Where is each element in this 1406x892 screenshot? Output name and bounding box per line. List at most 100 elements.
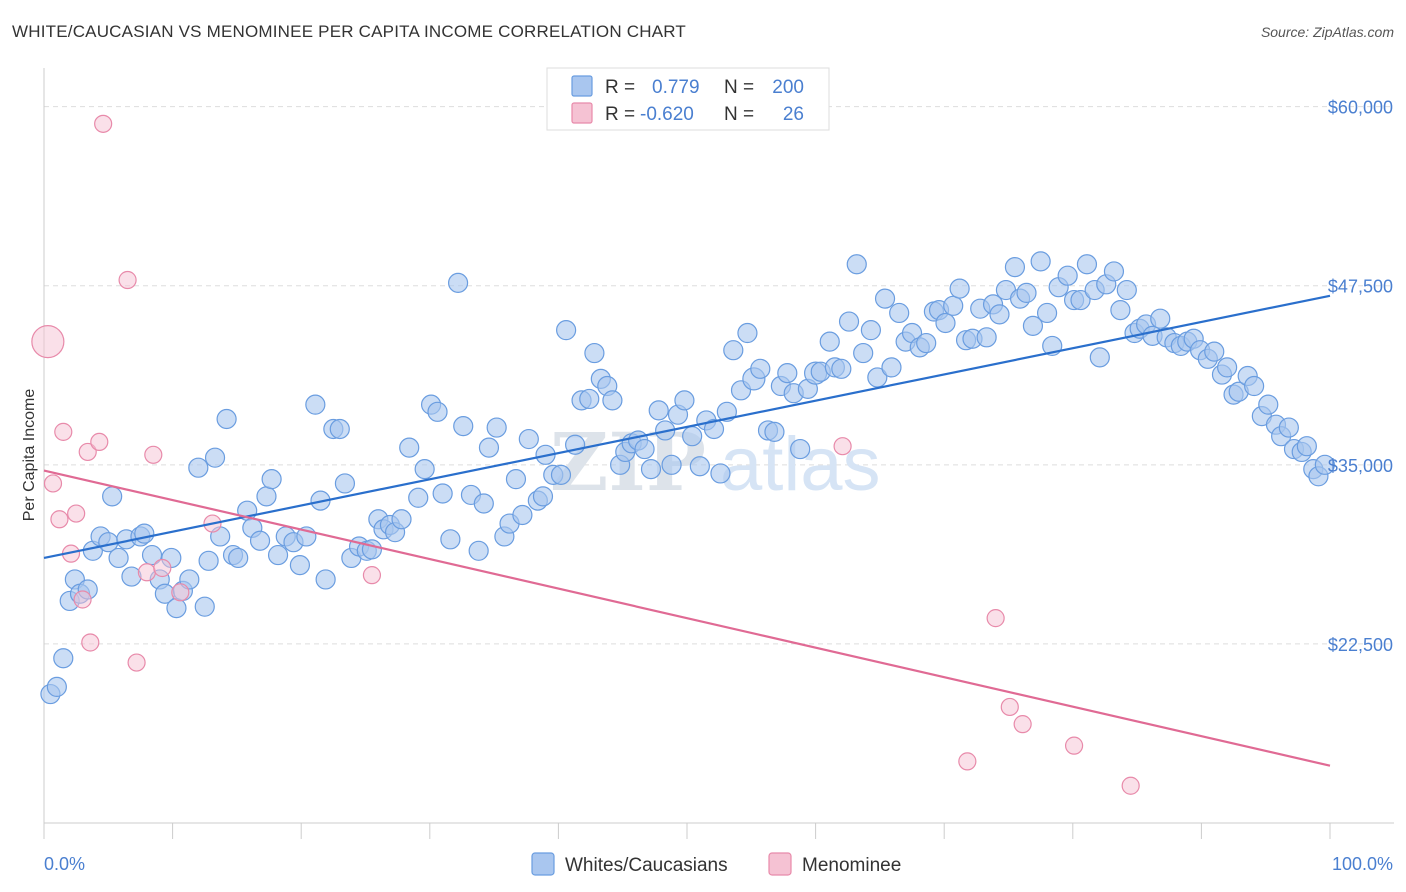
menominee-point (362, 566, 382, 585)
whites-point (1150, 308, 1171, 329)
legend: R = 0.779 N = 200 R = -0.620 N = 26 (546, 67, 830, 131)
menominee-point (1013, 715, 1032, 734)
whites-point (1076, 254, 1098, 275)
whites-point (249, 530, 271, 551)
trend-line-whites (43, 294, 1331, 560)
menominee-point (81, 633, 100, 652)
whites-point (1296, 436, 1317, 457)
menominee-point (43, 474, 63, 493)
whites-point (505, 469, 527, 490)
x-ticks (43, 823, 1331, 839)
whites-point (881, 357, 902, 378)
whites-point (305, 394, 326, 415)
menominee-point (1064, 736, 1084, 755)
whites-point (838, 311, 860, 332)
whites-point (1036, 302, 1058, 324)
whites-point (556, 320, 577, 341)
whites-point (723, 340, 744, 361)
legend-n-label-1: N = (724, 104, 754, 125)
y-axis-label: Per Capita Income (21, 389, 38, 522)
whites-point (1016, 282, 1037, 304)
whites-point (550, 464, 572, 485)
whites-point (228, 547, 249, 569)
whites-point (361, 539, 383, 560)
whites-point (976, 327, 997, 348)
menominee-point (986, 609, 1005, 628)
whites-point (391, 509, 412, 530)
chart-title: WHITE/CAUCASIAN VS MENOMINEE PER CAPITA … (12, 22, 686, 41)
whites-point (916, 332, 937, 354)
y-tick-label: $60,000 (1328, 98, 1393, 118)
menominee-point (50, 510, 69, 529)
whites-point (1244, 375, 1265, 397)
x-tick-labels: 0.0% 100.0% (44, 854, 1393, 874)
whites-point (634, 438, 655, 460)
whites-point (935, 312, 956, 334)
whites-point (874, 288, 896, 309)
whites-point (1022, 315, 1044, 336)
legend-r-label-1: R = (605, 104, 635, 125)
bottom-legend: Whites/Caucasians Menominee (531, 852, 901, 876)
whites-point (334, 473, 356, 494)
menominee-point (127, 653, 146, 672)
legend-n-value-0: 200 (772, 77, 804, 98)
whites-point (1057, 265, 1078, 286)
whites-point (216, 408, 237, 430)
legend-box (546, 67, 830, 131)
whites-point (134, 523, 155, 544)
menominee-point (137, 563, 156, 582)
legend-swatch-pink (571, 102, 593, 124)
menominee-point (118, 270, 137, 290)
trend-lines (43, 294, 1331, 767)
whites-point (179, 569, 200, 590)
whites-point (188, 457, 209, 478)
whites-point (661, 454, 682, 475)
whites-point (267, 544, 289, 566)
series-menominee-points (31, 114, 1140, 795)
x-tick-label-max: 100.0% (1332, 854, 1393, 874)
whites-point (860, 320, 881, 341)
whites-point (315, 569, 336, 590)
whites-point (716, 401, 737, 422)
menominee-point (833, 437, 852, 456)
whites-point (473, 493, 494, 514)
watermark-atlas: atlas (720, 422, 881, 507)
whites-point (486, 417, 507, 438)
whites-point (1258, 394, 1279, 415)
menominee-point (73, 590, 92, 609)
whites-point (584, 342, 605, 364)
series-whites-points (40, 251, 1335, 705)
menominee-point (958, 752, 977, 771)
whites-point (289, 555, 311, 576)
whites-point (478, 437, 500, 458)
legend-swatch-blue (571, 75, 593, 97)
menominee-point (94, 114, 113, 133)
whites-point (579, 388, 600, 410)
trend-line-menominee (43, 469, 1331, 767)
bottom-legend-label-menominee: Menominee (802, 855, 901, 876)
whites-point (53, 648, 74, 669)
whites-point (889, 302, 910, 324)
whites-point (689, 456, 710, 477)
whites-point (518, 428, 539, 450)
whites-point (102, 486, 123, 507)
whites-point (166, 597, 187, 619)
whites-point (1278, 417, 1299, 438)
menominee-point (1121, 776, 1140, 795)
whites-point (108, 547, 129, 569)
menominee-point (54, 422, 73, 441)
whites-point (1110, 299, 1131, 321)
whites-point (989, 304, 1010, 325)
whites-point (648, 400, 669, 421)
whites-point (141, 544, 163, 566)
whites-point (867, 367, 888, 388)
whites-point (682, 426, 703, 447)
menominee-point (90, 432, 109, 452)
y-tick-label: $22,500 (1328, 635, 1393, 655)
bottom-legend-swatch-whites (531, 852, 555, 876)
bottom-legend-swatch-menominee (768, 852, 792, 876)
whites-point (790, 438, 811, 460)
whites-point (427, 401, 448, 422)
whites-point (532, 486, 554, 507)
